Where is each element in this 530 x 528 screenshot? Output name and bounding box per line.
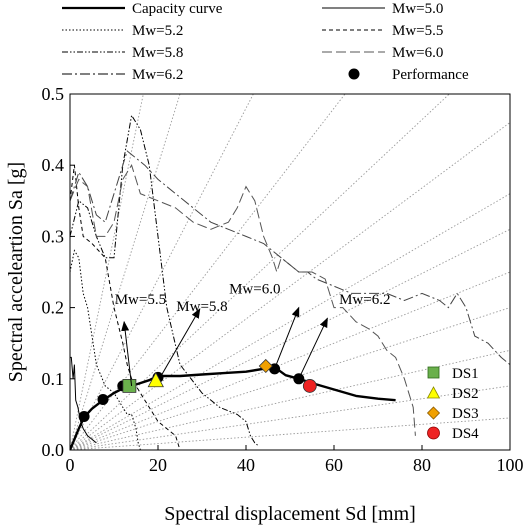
performance-point: [78, 411, 90, 423]
x-axis-label: Spectral displacement Sd [mm]: [164, 503, 416, 525]
demand-spectra: [70, 114, 510, 450]
y-tick-label: 0.1: [42, 369, 65, 389]
annotation-label: Mw=5.8: [176, 299, 227, 315]
spectrum-mw-60-line: [70, 164, 416, 436]
ds2-legend-label: DS2: [452, 386, 479, 402]
x-tick-label: 40: [237, 455, 255, 475]
ds3-marker: [258, 358, 273, 374]
ds3-legend-marker: [426, 406, 441, 420]
spectrum-mw-62-line: [70, 150, 510, 365]
radial-line: [70, 193, 510, 450]
spectrum-mw-52-line: [70, 249, 141, 450]
y-axis-label: Spectral acceleartion Sa [g]: [5, 162, 27, 382]
x-tick-label: 20: [149, 455, 167, 475]
legend: Capacity curve Mw=5.0 Mw=5.2 Mw=5.5 Mw=5…: [62, 1, 469, 83]
ds4-legend-marker: [427, 426, 440, 440]
legend-label-mw62: Mw=6.2: [132, 67, 183, 83]
annotation-arrow: [159, 308, 201, 378]
x-tick-label: 0: [66, 455, 75, 475]
legend-label-mw50: Mw=5.0: [392, 1, 443, 17]
x-tick-label: 80: [413, 455, 431, 475]
radial-line: [70, 94, 450, 450]
y-tick-label: 0.2: [42, 298, 65, 318]
spectrum-mw-50-line: [70, 356, 97, 444]
damage-state-markers: [122, 358, 317, 393]
y-tick-label: 0.5: [42, 84, 65, 104]
legend-label-mw60: Mw=6.0: [392, 45, 443, 61]
annotation-arrow: [298, 317, 328, 380]
damage-state-legend: DS1 DS2 DS3 DS4: [426, 366, 479, 442]
plot-frame: [69, 93, 511, 451]
radial-line: [70, 349, 510, 450]
annotation-arrow: [121, 320, 133, 386]
y-tick-label: 0.4: [42, 155, 65, 175]
annotation-arrow: [274, 306, 300, 370]
ds4-legend-label: DS4: [452, 426, 479, 442]
x-tick-label: 100: [497, 455, 524, 475]
legend-label-mw58: Mw=5.8: [132, 45, 183, 61]
legend-label-capacity-curve: Capacity curve: [132, 1, 223, 17]
legend-label-mw55: Mw=5.5: [392, 23, 443, 39]
ds2-marker: [147, 371, 164, 388]
radial-line: [70, 385, 510, 450]
radial-line: [70, 417, 510, 450]
annotation-label: Mw=6.0: [229, 281, 280, 297]
spectrum-mw-55-line: [70, 165, 181, 450]
spectrum-mw-58-line: [70, 114, 260, 447]
y-tick-label: 0.3: [42, 226, 65, 246]
radial-line: [70, 271, 510, 450]
performance-point: [97, 393, 109, 405]
x-tick-label: 60: [325, 455, 343, 475]
legend-label-mw52: Mw=5.2: [132, 23, 183, 39]
annotations: Mw=5.5 Mw=5.8Mw=6.0 Mw=6.2: [115, 281, 390, 386]
ds4-marker: [302, 379, 317, 393]
capacity-curve-group: [70, 366, 396, 450]
annotation-label: Mw=6.2: [339, 292, 390, 308]
annotation-label: Mw=5.5: [115, 292, 166, 308]
ds1-marker: [122, 379, 137, 393]
axis-ticks: 0 20 40 60 80 100 0.0 0.1 0.2 0.3 0.4 0.5: [42, 84, 524, 475]
ds2-legend-marker: [426, 386, 441, 399]
ds1-legend-label: DS1: [452, 366, 479, 382]
radial-line: [70, 122, 510, 450]
legend-swatch-performance: [348, 68, 360, 80]
ds1-legend-marker: [427, 366, 440, 379]
legend-label-performance: Performance: [392, 67, 469, 83]
radial-line: [70, 94, 346, 450]
ds3-legend-label: DS3: [452, 406, 479, 422]
radial-line: [70, 307, 510, 450]
y-tick-label: 0.0: [42, 440, 65, 460]
capacity-curve-line: [70, 366, 396, 450]
radial-line: [70, 228, 510, 450]
